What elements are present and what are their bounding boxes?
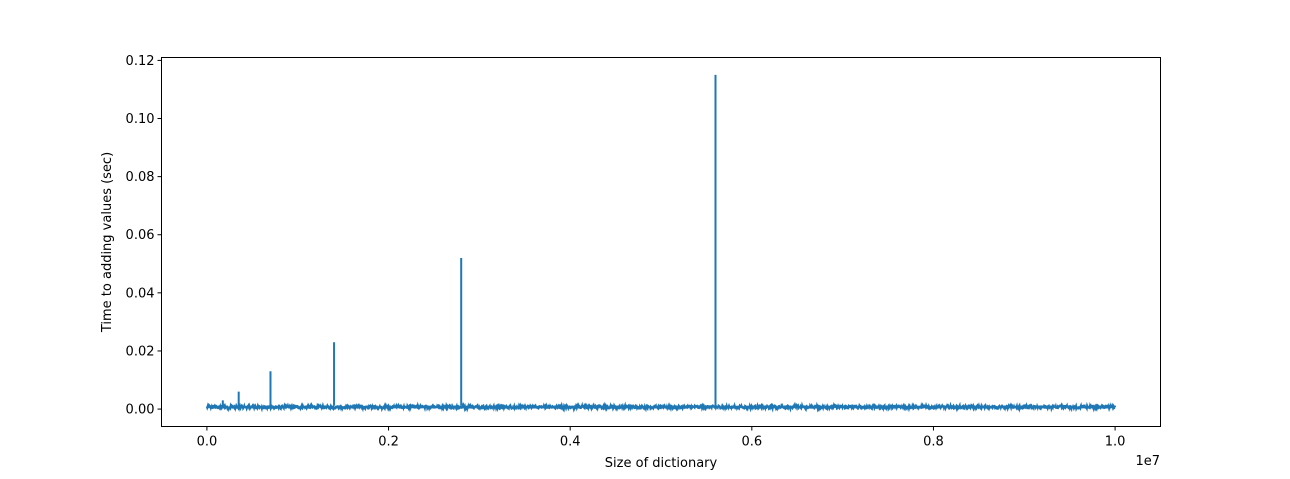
y-tick-label: 0.10: [126, 112, 155, 127]
y-axis: 0.00 0.02 0.04 0.06 0.08 0.10 0.12: [126, 54, 162, 418]
x-tick-label: 0.0: [197, 435, 218, 450]
axes-frame: [161, 57, 1161, 427]
y-tick-label: 0.02: [126, 344, 155, 359]
x-tick-label: 0.8: [923, 435, 944, 450]
y-tick-label: 0.06: [126, 228, 155, 243]
x-tick-label: 0.6: [741, 435, 762, 450]
series-baseline-line: [205, 401, 1117, 413]
plot-area: [205, 74, 1117, 413]
y-tick-label: 0.04: [126, 286, 155, 301]
x-tick-label: 0.2: [378, 435, 399, 450]
y-axis-label: Time to adding values (sec): [100, 152, 115, 333]
x-tick-label: 0.4: [560, 435, 581, 450]
y-tick-label: 0.12: [126, 54, 155, 69]
y-tick-label: 0.08: [126, 170, 155, 185]
x-axis: 0.0 0.2 0.4 0.6 0.8 1.0: [197, 426, 1126, 450]
x-tick-label: 1.0: [1105, 435, 1126, 450]
x-axis-label: Size of dictionary: [605, 456, 718, 471]
y-tick-label: 0.00: [126, 403, 155, 418]
x-offset-label: 1e7: [1135, 454, 1160, 469]
